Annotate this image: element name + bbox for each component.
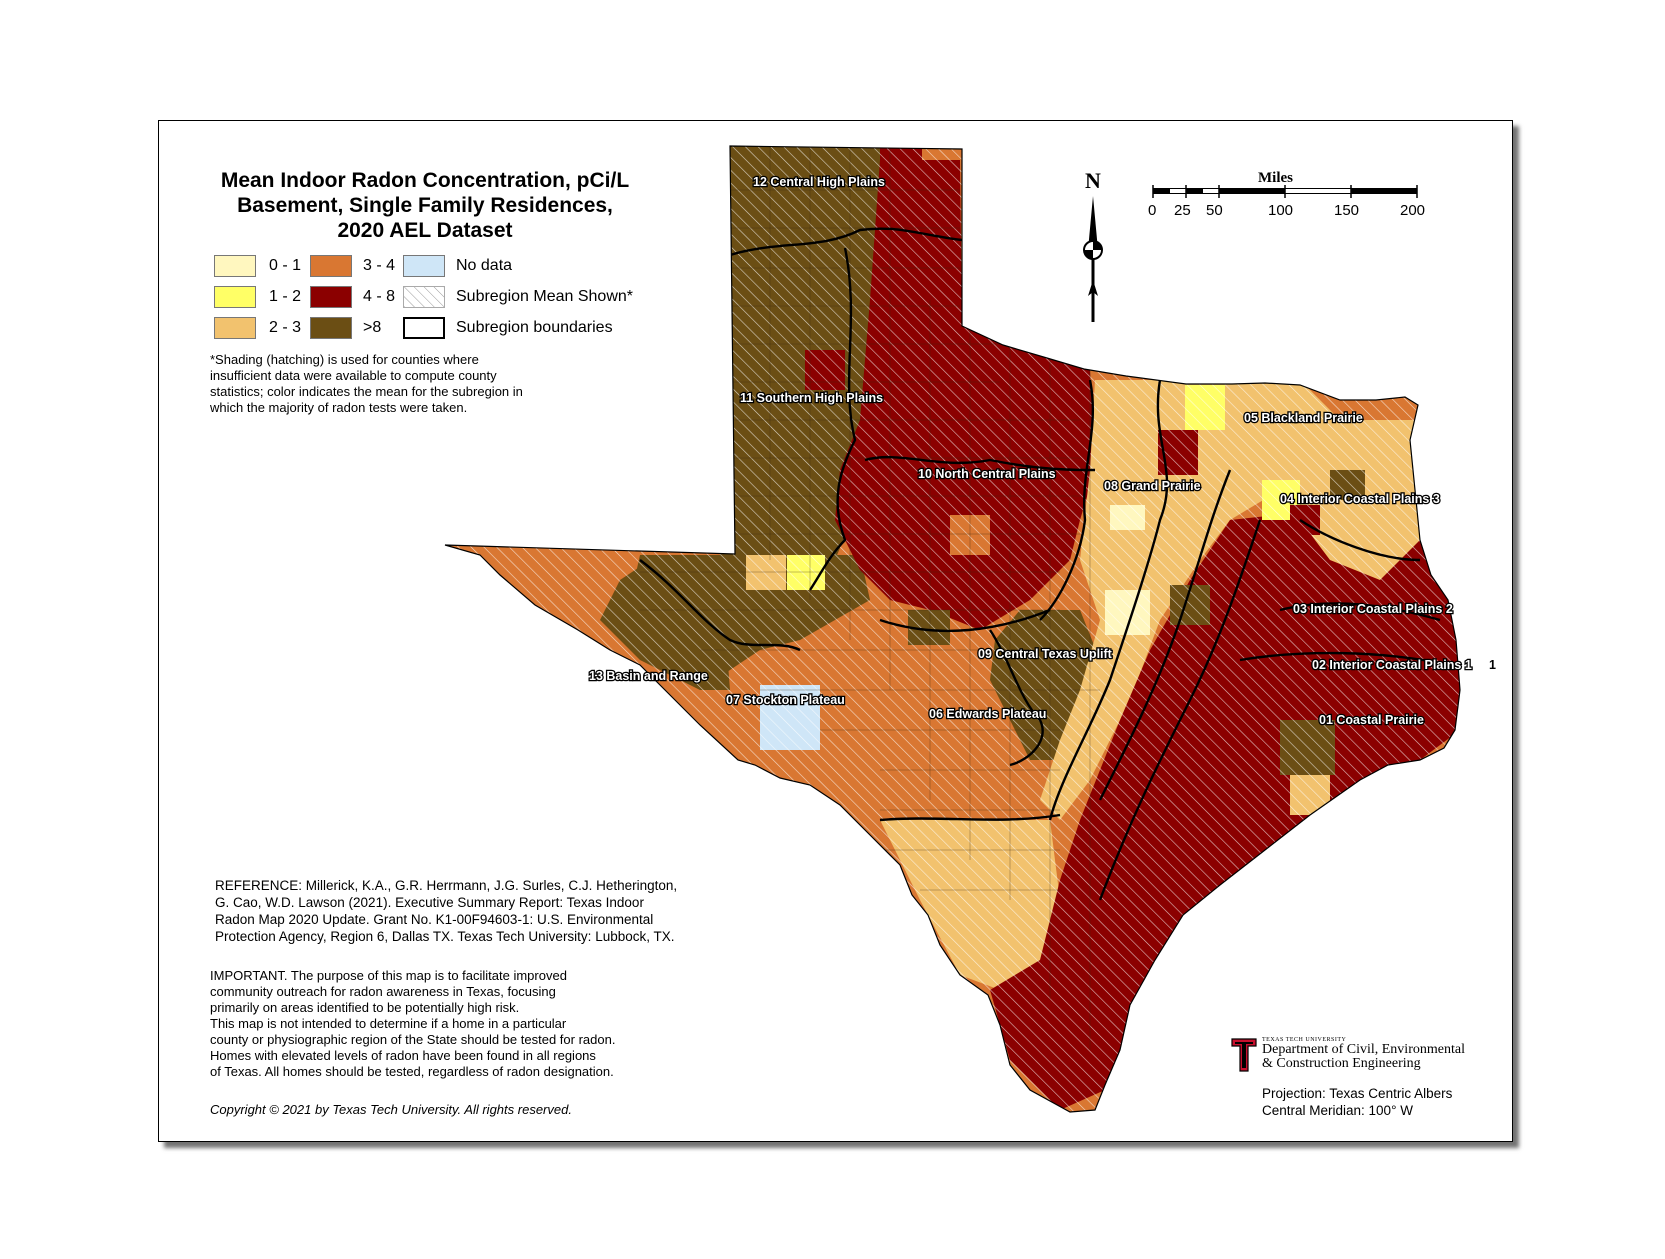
region-label-03: 03 Interior Coastal Plains 2 xyxy=(1293,602,1453,616)
reference-line-1: REFERENCE: Millerick, K.A., G.R. Herrman… xyxy=(215,878,678,893)
region-label-13: 13 Basin and Range xyxy=(589,669,708,683)
scale-tick-0: 0 xyxy=(1148,202,1157,219)
title-line-3: 2020 AEL Dataset xyxy=(337,219,513,242)
legend-swatch-3-4 xyxy=(310,255,352,277)
projection-line-1: Projection: Texas Centric Albers xyxy=(1262,1086,1453,1101)
legend-swatch-4-8 xyxy=(310,286,352,308)
legend-label-4-8: 4 - 8 xyxy=(363,288,396,305)
important-text: IMPORTANT. The purpose of this map is to… xyxy=(210,968,680,1080)
scale-tick-150: 150 xyxy=(1334,202,1360,219)
map-title: Mean Indoor Radon Concentration, pCi/L B… xyxy=(190,168,660,243)
title-line-1: Mean Indoor Radon Concentration, pCi/L xyxy=(220,169,630,192)
hatching-note: *Shading (hatching) is used for counties… xyxy=(210,352,523,415)
important-line-1: IMPORTANT. The purpose of this map is to… xyxy=(210,968,567,983)
reference-line-3: Radon Map 2020 Update. Grant No. K1-00F9… xyxy=(215,912,654,927)
scale-bar xyxy=(1152,185,1418,198)
legend-label-no-data: No data xyxy=(456,257,513,274)
region-label-02-suffix: 1 xyxy=(1489,658,1496,672)
reference-text: REFERENCE: Millerick, K.A., G.R. Herrman… xyxy=(215,877,715,945)
svg-text:N: N xyxy=(1085,168,1101,193)
legend-label-1-2: 1 - 2 xyxy=(269,288,302,305)
legend-label-2-3: 2 - 3 xyxy=(269,319,302,336)
region-label-10: 10 North Central Plains xyxy=(918,467,1056,481)
legend-swatch-gt8 xyxy=(310,317,352,339)
reference-line-2: G. Cao, W.D. Lawson (2021). Executive Su… xyxy=(215,895,644,910)
region-label-01: 01 Coastal Prairie xyxy=(1319,713,1424,727)
legend-label-subregion-mean: Subregion Mean Shown* xyxy=(456,288,634,305)
ttu-logo: TEXAS TECH UNIVERSITY Department of Civi… xyxy=(1230,1037,1480,1077)
legend-label-boundaries: Subregion boundaries xyxy=(456,319,613,336)
legend-swatch-hatch xyxy=(403,286,445,308)
important-line-5: county or physiographic region of the St… xyxy=(210,1032,616,1047)
north-arrow: N xyxy=(1083,168,1103,322)
scale-tick-100: 100 xyxy=(1268,202,1294,219)
legend: 0 - 1 1 - 2 2 - 3 3 - 4 4 - 8 >8 No data… xyxy=(214,255,684,350)
subregion-boundaries xyxy=(639,227,1451,901)
region-label-05: 05 Blackland Prairie xyxy=(1244,411,1363,425)
region-label-08: 08 Grand Prairie xyxy=(1104,479,1201,493)
important-line-7: of Texas. All homes should be tested, re… xyxy=(210,1064,614,1079)
legend-swatch-0-1 xyxy=(214,255,256,277)
important-line-3: primarily on areas identified to be pote… xyxy=(210,1000,520,1015)
important-line-2: community outreach for radon awareness i… xyxy=(210,984,556,999)
region-labels: 12 Central High Plains 11 Southern High … xyxy=(588,174,1496,729)
important-line-4: This map is not intended to determine if… xyxy=(210,1016,567,1031)
legend-label-gt8: >8 xyxy=(363,319,382,336)
scale-tick-25: 25 xyxy=(1174,202,1191,219)
legend-swatch-no-data xyxy=(403,255,445,277)
legend-swatch-boundary xyxy=(403,317,445,339)
region-label-11: 11 Southern High Plains xyxy=(740,391,883,405)
legend-label-0-1: 0 - 1 xyxy=(269,257,302,274)
scale-tick-50: 50 xyxy=(1206,202,1223,219)
logo-university: TEXAS TECH UNIVERSITY xyxy=(1262,1037,1347,1043)
legend-label-3-4: 3 - 4 xyxy=(363,257,396,274)
scale-bar-title: Miles xyxy=(1258,170,1293,186)
region-label-04: 04 Interior Coastal Plains 3 xyxy=(1280,492,1440,506)
region-label-02: 02 Interior Coastal Plains 1 xyxy=(1312,658,1472,672)
legend-swatch-1-2 xyxy=(214,286,256,308)
logo-line-2: & Construction Engineering xyxy=(1262,1056,1421,1071)
logo-line-1: Department of Civil, Environmental xyxy=(1262,1042,1465,1057)
double-t-icon xyxy=(1230,1037,1258,1073)
legend-swatch-2-3 xyxy=(214,317,256,339)
projection-line-2: Central Meridian: 100° W xyxy=(1262,1103,1413,1118)
region-label-07: 07 Stockton Plateau xyxy=(726,693,845,707)
copyright-text: Copyright © 2021 by Texas Tech Universit… xyxy=(210,1102,572,1117)
scale-tick-200: 200 xyxy=(1400,202,1426,219)
region-label-12: 12 Central High Plains xyxy=(753,175,885,189)
region-label-09: 09 Central Texas Uplift xyxy=(978,647,1113,661)
title-line-2: Basement, Single Family Residences, xyxy=(237,194,613,217)
important-line-6: Homes with elevated levels of radon have… xyxy=(210,1048,596,1063)
projection-text: Projection: Texas Centric Albers Central… xyxy=(1262,1085,1452,1119)
reference-line-4: Protection Agency, Region 6, Dallas TX. … xyxy=(215,929,675,944)
logo-department: Department of Civil, Environmental & Con… xyxy=(1262,1043,1465,1071)
region-label-06: 06 Edwards Plateau xyxy=(929,707,1046,721)
